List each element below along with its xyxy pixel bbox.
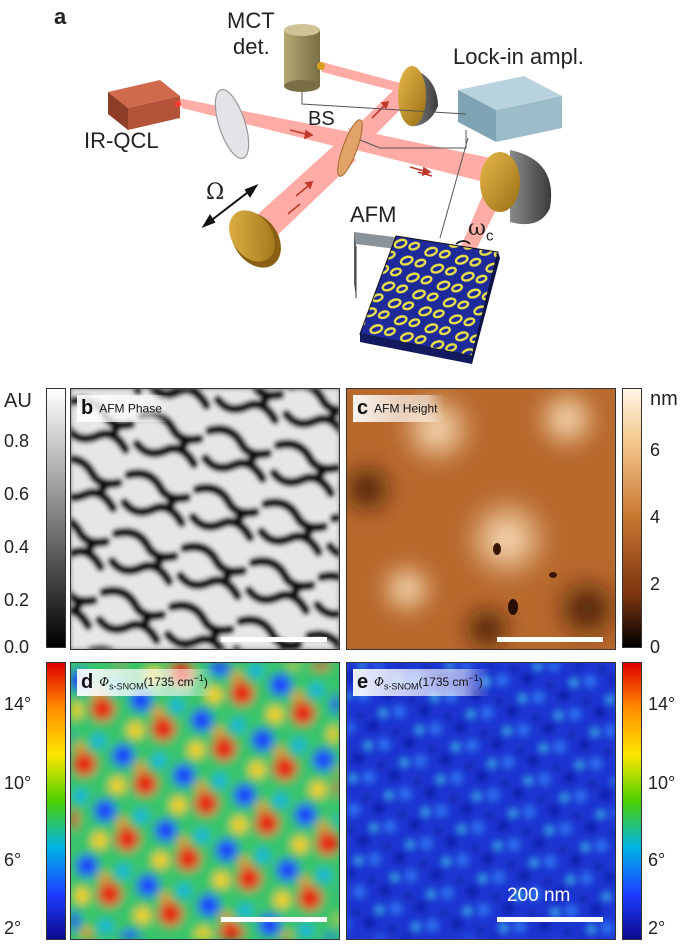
panel-d-image: d Φs-SNOM(1735 cm−1) [70, 662, 340, 940]
mirror-motion-arrow [201, 183, 259, 229]
colorbar-b-tick: 0.2 [4, 590, 30, 610]
colorbar-e-tick: 14° [648, 694, 676, 714]
panel-d-scalebar [221, 917, 327, 922]
colorbar-b-unit: AU [4, 390, 32, 412]
colorbar-c-tick: 6 [650, 440, 661, 460]
omega-c-label: ωc [468, 216, 494, 245]
colorbar-b-tick: 0.6 [4, 484, 30, 504]
detector-mirror [398, 66, 438, 127]
tip-parabolic-mirror [480, 150, 552, 225]
lockin-label: Lock-in ampl. [453, 44, 584, 69]
afm-phase-map [71, 389, 339, 649]
panel-d-tag: d Φs-SNOM(1735 cm−1) [77, 669, 216, 696]
det-label: det. [233, 34, 270, 59]
colorbar-d [46, 662, 66, 940]
afm-height-map [347, 389, 615, 649]
colorbar-b-tick: 0.8 [4, 431, 30, 451]
colorbar-e [622, 662, 642, 940]
colorbar-e-tick: 6° [648, 850, 666, 870]
colorbar-d-tick: 14° [4, 694, 32, 714]
panel-b-image: b AFM Phase [70, 388, 340, 650]
colorbar-b [46, 388, 66, 648]
colorbar-c-tick: 2 [650, 574, 661, 594]
colorbar-e-tick: 2° [648, 918, 666, 938]
setup-schematic [108, 24, 562, 364]
omega-label: Ω [206, 180, 225, 205]
colorbar-c-tick: 0 [650, 637, 661, 657]
ssnom-phase-map-e [347, 663, 615, 939]
beam-direction-arrows [287, 100, 433, 215]
colorbar-c-tick: 4 [650, 507, 661, 527]
colorbar-c-unit: nm [650, 388, 678, 410]
colorbar-d-tick: 6° [4, 850, 22, 870]
panel-c-scalebar [497, 637, 603, 642]
panel-c-tag: c AFM Height [353, 395, 446, 422]
signal-wires [301, 92, 469, 239]
reference-mirror [229, 210, 281, 268]
bs-label: BS [308, 108, 335, 130]
lens [214, 88, 250, 160]
lockin-amplifier [458, 76, 562, 142]
panel-c-image: c AFM Height [346, 388, 616, 650]
ssnom-phase-map-d [71, 663, 339, 939]
mct-detector [284, 24, 325, 92]
panel-e-tag: e Φs-SNOM(1735 cm−1) [353, 669, 491, 696]
colorbar-d-tick: 10° [4, 773, 32, 793]
colorbar-b-tick: 0.0 [4, 637, 30, 657]
panel-a-letter: a [54, 4, 67, 29]
colorbar-d-tick: 2° [4, 918, 22, 938]
panel-e-scalebar [497, 917, 603, 922]
qcl-laser [108, 80, 181, 130]
sample-surface [359, 235, 500, 364]
beamsplitter [337, 119, 363, 177]
colorbar-c [622, 388, 642, 648]
afm-label: AFM [350, 202, 397, 227]
colorbar-b-tick: 0.4 [4, 537, 30, 557]
panel-e-scalebar-label: 200 nm [507, 885, 571, 906]
panel-b-tag: b AFM Phase [77, 395, 170, 422]
qcl-label: IR-QCL [84, 128, 159, 153]
tip-oscillation-arrow [455, 240, 471, 245]
panel-e-image: e Φs-SNOM(1735 cm−1) 200 nm [346, 662, 616, 940]
mct-label: MCT [227, 8, 275, 33]
panel-b-scalebar [221, 637, 327, 642]
colorbar-e-tick: 10° [648, 773, 676, 793]
